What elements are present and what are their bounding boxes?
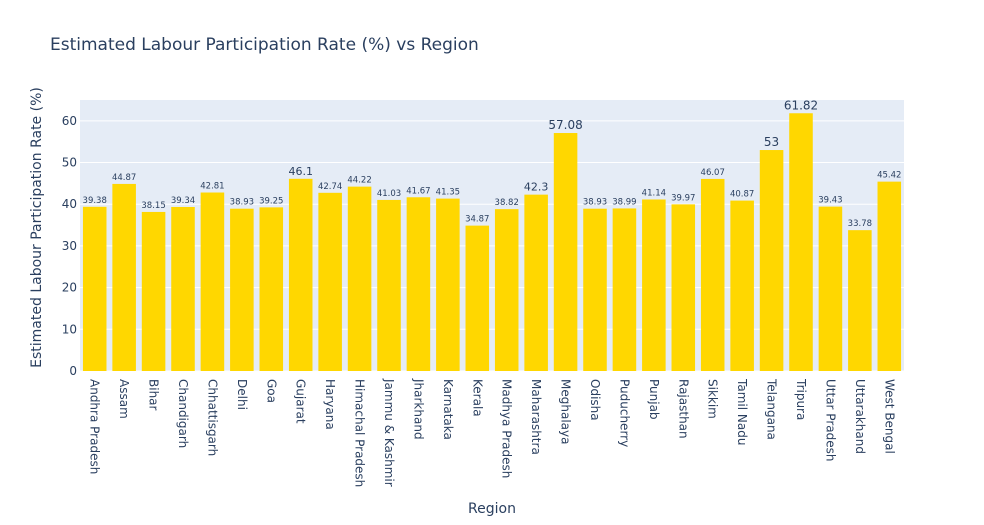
bar — [377, 199, 401, 371]
x-tick-label: Telangana — [765, 378, 779, 440]
bar — [700, 178, 725, 371]
x-tick-label: Odisha — [588, 379, 602, 421]
y-tick-label: 50 — [62, 156, 77, 170]
bar-value-label: 42.3 — [524, 181, 549, 194]
bar — [318, 192, 342, 371]
x-tick-label: Tripura — [794, 378, 808, 420]
x-tick-label: Chhattisgarh — [205, 379, 219, 456]
y-axis-title: Estimated Labour Participation Rate (%) — [29, 87, 45, 368]
bar-value-label: 38.82 — [495, 198, 519, 208]
y-tick-labels: 0 10 20 30 40 50 60 — [62, 114, 77, 378]
bar — [141, 211, 166, 371]
x-tick-label: Puducherry — [617, 379, 631, 447]
x-tick-label: Uttarakhand — [853, 379, 867, 454]
x-tick-label: Kerala — [470, 379, 484, 417]
x-tick-label: Rajasthan — [676, 379, 690, 439]
y-tick-label: 30 — [62, 239, 77, 253]
bar — [347, 186, 372, 371]
bar-value-label: 41.67 — [406, 186, 430, 196]
x-tick-label: Bihar — [147, 379, 161, 411]
x-tick-label: Gujarat — [294, 379, 308, 424]
bar-value-label: 46.07 — [701, 168, 725, 178]
x-tick-label: Haryana — [323, 379, 337, 430]
x-tick-label: Himachal Pradesh — [353, 379, 367, 487]
x-tick-label: Andhra Pradesh — [88, 379, 102, 474]
bar-value-label: 38.93 — [583, 198, 607, 208]
bar-value-label: 39.97 — [671, 193, 695, 203]
bar — [642, 199, 666, 371]
x-tick-label: Goa — [264, 379, 278, 403]
bar-value-label: 61.82 — [784, 98, 818, 112]
bar-value-label: 57.08 — [548, 118, 582, 132]
bar — [524, 194, 548, 371]
bar — [818, 206, 843, 371]
x-tick-label: Jharkhand — [411, 378, 425, 440]
bar — [848, 230, 872, 371]
bar-value-label: 38.93 — [230, 198, 254, 208]
y-tick-label: 40 — [62, 197, 77, 211]
x-tick-label: Delhi — [235, 379, 249, 410]
bar — [553, 133, 578, 371]
bars: 39.38 44.87 38.15 39.34 42.81 38.93 39.25 46.1 4… — [82, 98, 902, 372]
bar — [465, 225, 490, 371]
bar-value-label: 46.1 — [288, 165, 313, 178]
bar — [259, 207, 284, 371]
bar-value-label: 40.87 — [730, 190, 754, 200]
bar-value-label: 39.38 — [83, 196, 107, 206]
bar-value-label: 41.14 — [642, 188, 666, 198]
y-tick-label: 20 — [62, 281, 77, 295]
bar — [406, 197, 431, 371]
x-tick-label: Madhya Pradesh — [500, 379, 514, 478]
x-tick-label: Sikkim — [706, 379, 720, 419]
x-tick-label: Chandigarh — [176, 379, 190, 448]
bar-value-label: 44.87 — [112, 173, 136, 183]
bar — [288, 178, 313, 371]
x-tick-label: Meghalaya — [559, 379, 573, 444]
y-tick-label: 10 — [62, 322, 77, 336]
bar — [171, 206, 195, 371]
x-tick-label: West Bengal — [882, 379, 896, 454]
bar-value-label: 39.25 — [259, 196, 283, 206]
x-tick-label: Assam — [117, 379, 131, 419]
x-tick-label: Tamil Nadu — [735, 378, 749, 445]
x-tick-label: Maharashtra — [529, 379, 543, 455]
bar — [877, 181, 902, 371]
bar-value-label: 38.15 — [141, 201, 165, 211]
x-tick-labels: Andhra Pradesh Assam Bihar Chandigarh Chhatt… — [88, 378, 897, 487]
x-tick-label: Uttar Pradesh — [823, 379, 837, 461]
bar-value-label: 42.74 — [318, 182, 342, 192]
bar — [494, 209, 519, 371]
y-tick-label: 0 — [69, 364, 77, 378]
bar-value-label: 39.43 — [818, 196, 842, 206]
bar — [230, 208, 254, 371]
x-tick-label: Jammu & Kashmir — [382, 378, 396, 487]
bar-value-label: 34.87 — [465, 215, 489, 225]
bar — [200, 192, 225, 371]
x-tick-label: Punjab — [647, 379, 661, 420]
x-tick-label: Karnataka — [441, 379, 455, 440]
bar — [789, 113, 813, 372]
x-axis-title: Region — [468, 501, 516, 517]
bar — [671, 204, 696, 371]
chart-title: Estimated Labour Participation Rate (%) … — [50, 35, 479, 55]
bar-value-label: 44.22 — [347, 176, 371, 186]
bar — [759, 150, 784, 371]
bar-value-label: 39.34 — [171, 196, 195, 206]
bar-value-label: 41.35 — [436, 188, 460, 198]
bar-value-label: 42.81 — [200, 182, 224, 192]
bar — [112, 183, 136, 371]
bar — [436, 198, 460, 371]
bar-value-label: 45.42 — [877, 171, 901, 181]
bar-value-label: 41.03 — [377, 189, 401, 199]
bar — [583, 208, 607, 371]
bar-value-label: 33.78 — [848, 219, 872, 229]
bar-value-label: 38.99 — [612, 197, 636, 207]
y-tick-label: 60 — [62, 114, 77, 128]
bar — [730, 200, 754, 371]
bar — [82, 206, 107, 371]
bar — [612, 208, 637, 371]
bar-value-label: 53 — [764, 135, 779, 149]
